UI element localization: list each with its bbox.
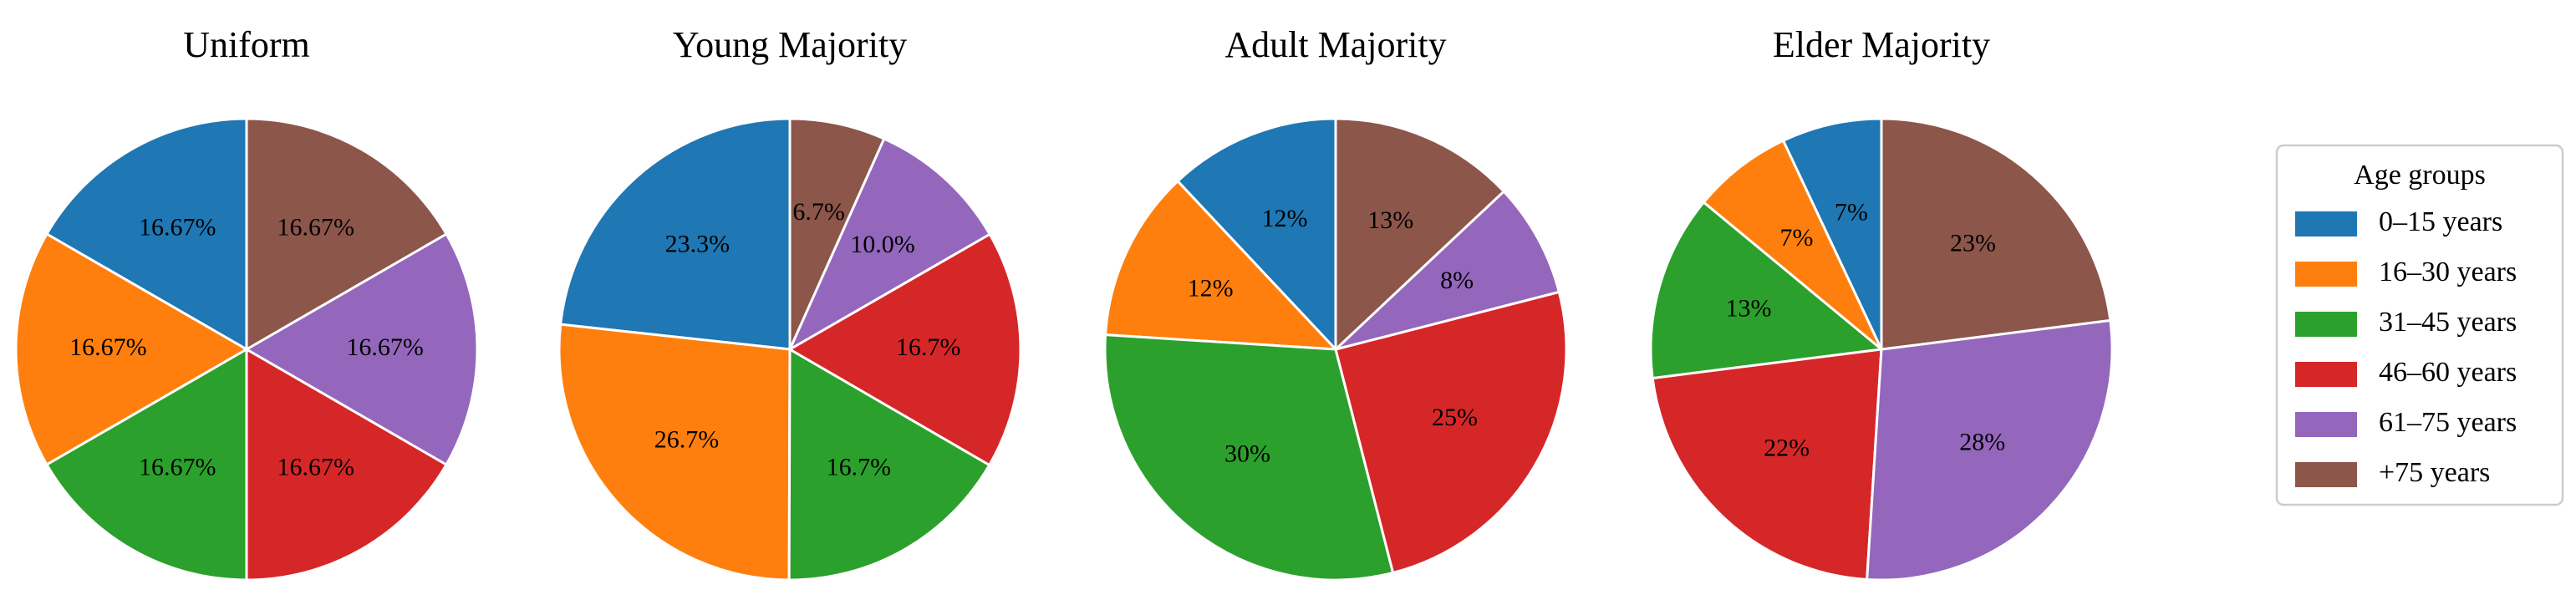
chart-title: Elder Majority [1773,24,1990,65]
pie-slice [14,232,248,466]
slice-label: 8% [1440,267,1474,294]
pie-slice [245,117,448,351]
pie-slice [787,348,991,582]
pie-slice [1866,318,2114,582]
slice-label: 13% [1725,295,1771,323]
slice-label: 23.3% [665,231,731,258]
pie-slice [788,232,1022,466]
pie-slice [245,348,448,582]
pie-chart-2: Young Majority 23.3% 26.7% 16.7% 16.7% 10.0%6… [557,24,1022,582]
pie-slice [1104,180,1337,351]
slice-label: 16.7% [896,333,961,361]
pie-slice [245,232,479,466]
legend-label: 61–75 years [2379,407,2517,438]
slice-label: 12% [1188,274,1234,302]
slice-label: 16.67% [277,213,355,241]
legend-item: 0–15 years [2295,206,2502,237]
pie-slice [1103,333,1395,582]
pie-slice [1334,190,1560,351]
slice-label: 16.67% [139,213,216,241]
pie-chart-4: Elder Majority 7% 7% 13% 22% 28% 23% [1649,24,2114,582]
charts-group: Uniform 16.67% 16.67% 16.67% 16.67% 16.67% 16.… [14,24,2114,582]
pie-slice [45,348,248,582]
slice-label: 7% [1835,198,1868,226]
slice-label: 6.7% [792,198,845,226]
slice-label: 25% [1432,404,1478,431]
slice-label: 7% [1780,224,1814,252]
legend-item: 16–30 years [2295,257,2517,287]
chart-title: Young Majority [673,24,907,65]
pie-chart-3: Adult Majority 12% 12% 30% 25% 8% 13% [1103,24,1568,582]
legend: Age groups 0–15 years 16–30 years 31–45 ye… [2275,144,2564,506]
pie-slice [1651,348,1883,581]
slice-label: 28% [1959,428,2005,455]
legend-swatch [2295,262,2357,287]
pie-slice [1781,117,1883,351]
pie-slice [557,323,792,582]
legend-label: +75 years [2379,457,2490,488]
chart-title: Adult Majority [1224,24,1446,65]
pie-slice [1702,139,1883,351]
pie-slice [788,117,886,351]
legend-item: 61–75 years [2295,407,2517,438]
legend-item: 46–60 years [2295,357,2517,388]
slice-label: 22% [1764,435,1810,462]
pie-slice [1649,201,1883,380]
pie-slice [1880,117,2112,351]
legend-label: 16–30 years [2379,257,2517,287]
legend-swatch [2295,462,2357,487]
pie-slice [45,117,248,351]
slice-label: 16.7% [827,454,892,481]
slice-label: 10.0% [850,231,915,258]
slice-label: 23% [1950,230,1996,257]
slice-label: 16.67% [139,453,216,481]
slice-label: 16.67% [346,333,424,361]
pie-slice [1334,117,1505,351]
legend-label: 0–15 years [2379,206,2502,237]
pie-slice [559,117,792,351]
legend-swatch [2295,412,2357,437]
legend-item: +75 years [2295,457,2490,488]
slice-label: 16.67% [69,333,147,361]
slice-label: 26.7% [654,425,720,453]
chart-title: Uniform [183,24,310,65]
legend-swatch [2295,362,2357,387]
legend-swatch [2295,312,2357,337]
pie-chart-1: Uniform 16.67% 16.67% 16.67% 16.67% 16.67% 16.… [14,24,479,582]
legend-swatch [2295,211,2357,236]
pie-slice [788,137,991,351]
slice-label: 12% [1262,205,1308,232]
pie-slice [1176,117,1337,351]
slice-label: 13% [1367,206,1413,234]
legend-item: 31–45 years [2295,307,2517,338]
pie-slice [1334,290,1568,574]
slice-label: 30% [1224,440,1270,467]
legend-label: 46–60 years [2379,357,2517,388]
legend-label: 31–45 years [2379,307,2517,338]
legend-title: Age groups [2354,160,2486,191]
slice-label: 16.67% [277,453,355,481]
